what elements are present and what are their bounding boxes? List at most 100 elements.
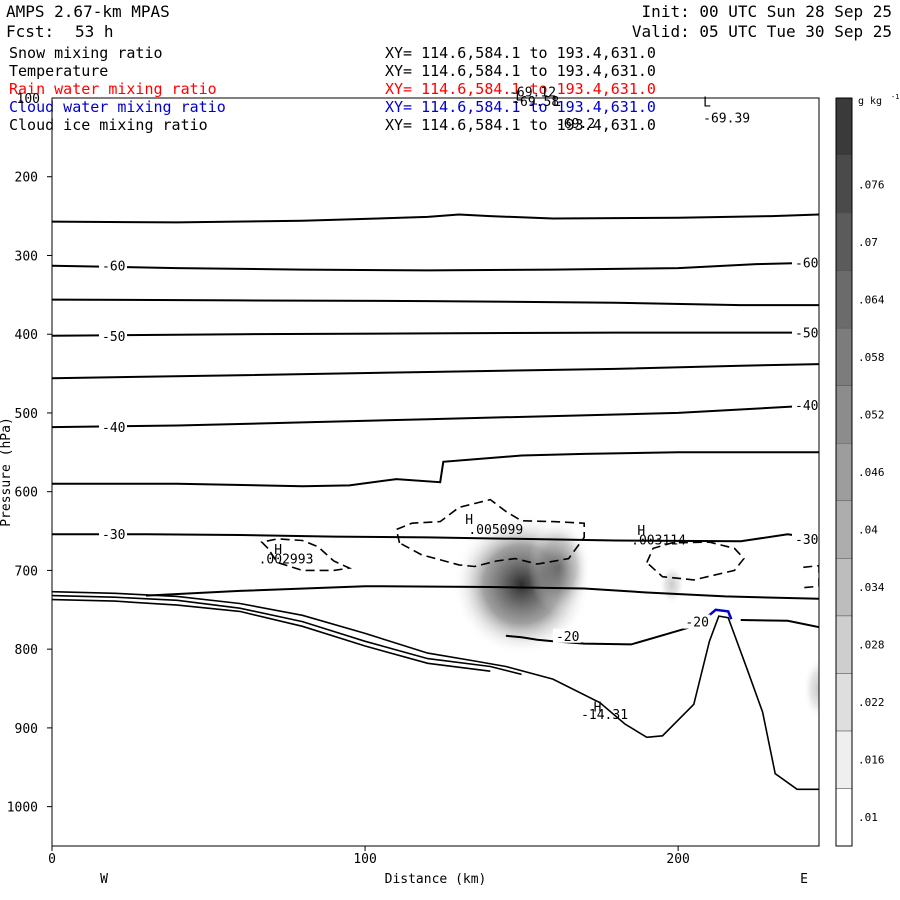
- extremum-label: H: [465, 513, 473, 528]
- colorbar-tick-label: .04: [858, 524, 878, 537]
- extremum-label: H: [637, 524, 645, 539]
- x-tick-label: 200: [666, 852, 689, 867]
- extremum-label: L: [703, 96, 711, 111]
- colorbar-segment: [835, 155, 853, 214]
- temperature-contour: [52, 213, 819, 224]
- contour-label-bg: [99, 258, 127, 273]
- y-tick-label: 500: [15, 407, 38, 422]
- x-tick-label: 100: [353, 852, 376, 867]
- colorbar-segment: [835, 442, 853, 502]
- extremum-label: -14.31: [581, 708, 628, 723]
- colorbar-tick-label: .058: [858, 351, 885, 364]
- snow-mixing-ratio-contour: [803, 564, 819, 589]
- colorbar-segment: [835, 615, 853, 674]
- colorbar-segment: [835, 730, 853, 789]
- temperature-contour-label: -50: [102, 330, 125, 345]
- snow-shading-area: [803, 657, 819, 721]
- y-tick-label: 800: [15, 643, 38, 658]
- colorbar-tick-label: .052: [858, 408, 885, 421]
- y-axis-label: Pressure (hPa): [0, 417, 14, 527]
- temperature-contour-label: -50: [795, 327, 818, 342]
- colorbar-segment: [835, 212, 853, 271]
- colorbar-tick-label: .022: [858, 696, 885, 709]
- y-tick-label: 600: [15, 486, 38, 501]
- colorbar-segment: [835, 500, 853, 559]
- field-name: Temperature: [9, 62, 109, 80]
- snow-mixing-ratio-contour: [646, 541, 745, 581]
- temperature-contour: [52, 404, 819, 429]
- y-tick-label: 700: [15, 564, 38, 579]
- extremum-label: -69.2: [556, 117, 595, 132]
- colorbar-segment: [835, 788, 853, 847]
- y-tick-label: 400: [15, 328, 38, 343]
- east-end-label: E: [800, 872, 808, 887]
- colorbar-segment: [835, 385, 853, 444]
- terrain-line: [52, 598, 491, 672]
- colorbar-unit: g kg: [858, 96, 882, 107]
- contour-label-bg: [552, 628, 581, 643]
- contour-label-bg: [792, 531, 820, 546]
- colorbar-segment: [835, 673, 853, 732]
- colorbar-segment: [835, 270, 853, 329]
- colorbar-tick-label: .034: [858, 581, 885, 594]
- y-tick-label: 300: [15, 249, 38, 264]
- extremum-label: H: [274, 543, 282, 558]
- temperature-contour: [52, 331, 819, 337]
- colorbar-segment: [835, 558, 853, 617]
- temperature-contour-label: -20: [556, 630, 579, 645]
- temperature-contour: [52, 363, 819, 380]
- x-axis-label: Distance (km): [385, 872, 487, 887]
- colorbar-tick-label: .028: [858, 639, 885, 652]
- contour-label-bg: [792, 255, 820, 270]
- field-xy-range: XY= 114.6,584.1 to 193.4,631.0: [385, 80, 656, 98]
- temperature-contour: [52, 261, 819, 272]
- extremum-label: -69.12: [509, 85, 556, 100]
- extremum-label: .003114: [631, 533, 686, 548]
- y-tick-label: 1000: [7, 801, 38, 816]
- temperature-contour: [52, 451, 819, 488]
- extremum-label: L: [553, 95, 561, 110]
- plot-frame: [51, 97, 820, 847]
- colorbar-tick-label: .064: [858, 293, 885, 306]
- temperature-contour-label: -60: [795, 257, 818, 272]
- x-tick-label: 0: [48, 852, 56, 867]
- contour-label-bg: [792, 398, 820, 413]
- terrain-line: [52, 590, 819, 791]
- terrain-line: [52, 594, 522, 676]
- colorbar-segment: [835, 97, 853, 156]
- contour-label-bg: [99, 328, 127, 343]
- y-tick-label: 200: [15, 171, 38, 186]
- field-xy-range: XY= 114.6,584.1 to 193.4,631.0: [385, 98, 656, 116]
- field-name: Cloud ice mixing ratio: [9, 116, 208, 134]
- colorbar-tick-label: .07: [858, 236, 878, 249]
- temperature-contour-label: -60: [102, 260, 125, 275]
- colorbar-tick-label: .01: [858, 811, 878, 824]
- colorbar-unit-exponent: -1: [891, 93, 899, 101]
- temperature-contour: [145, 585, 819, 600]
- colorbar-tick-label: .016: [858, 754, 885, 767]
- snow-mixing-ratio-contour: [395, 498, 585, 568]
- temperature-contour-label: -40: [795, 399, 818, 414]
- temperature-contour: [52, 533, 819, 543]
- extremum-label: H: [594, 700, 602, 715]
- contour-label-bg: [682, 614, 711, 629]
- colorbar-segment: [835, 327, 853, 386]
- extremum-label: -69.39: [703, 111, 750, 126]
- field-name: Snow mixing ratio: [9, 44, 163, 62]
- y-tick-label: 900: [15, 722, 38, 737]
- field-xy-range: XY= 114.6,584.1 to 193.4,631.0: [385, 44, 656, 62]
- field-xy-range: XY= 114.6,584.1 to 193.4,631.0: [385, 62, 656, 80]
- snow-shading-area: [659, 564, 685, 605]
- temperature-contour-label: -40: [102, 421, 125, 436]
- extremum-label: -69.58: [512, 95, 559, 110]
- extremum-label: .002993: [259, 552, 314, 567]
- contour-label-bg: [99, 420, 127, 435]
- temperature-contour-label: -20: [685, 616, 708, 631]
- extremum-label: .005099: [468, 523, 523, 538]
- temperature-contour: [52, 298, 819, 307]
- forecast-hours: 53 h: [75, 22, 114, 41]
- field-xy-range: XY= 114.6,584.1 to 193.4,631.0: [385, 116, 656, 134]
- temperature-contour: [740, 619, 819, 629]
- field-name: Cloud water mixing ratio: [9, 98, 226, 116]
